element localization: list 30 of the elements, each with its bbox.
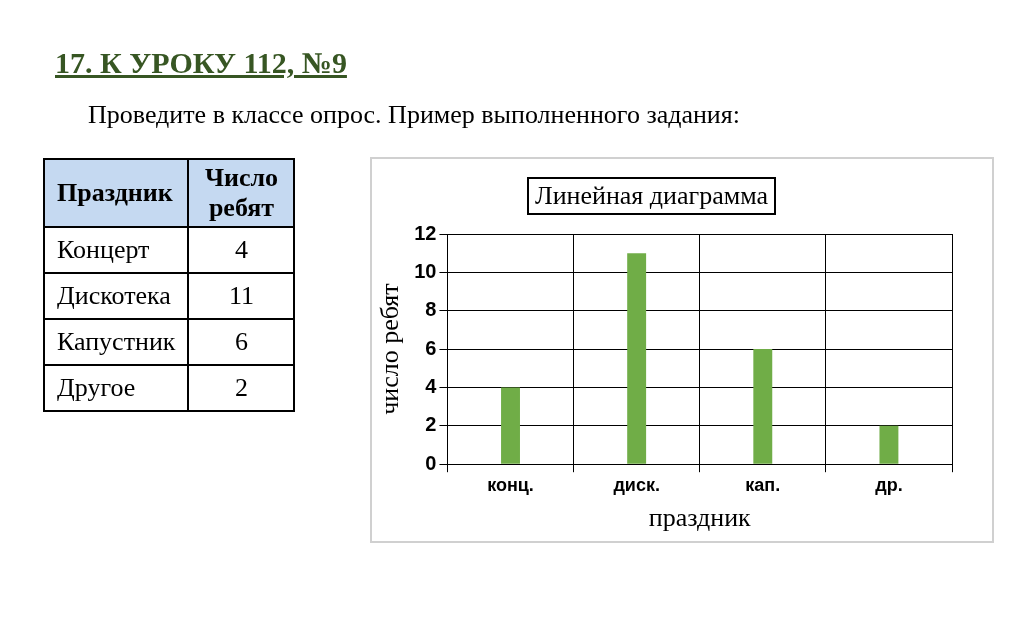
- text: Праздник: [44, 159, 189, 227]
- text: Число ребят: [188, 159, 295, 227]
- y-tick-label: 0: [425, 451, 437, 474]
- bar: [753, 349, 773, 464]
- text: Проведите в классе опрос. Пример выполненного задания:: [88, 100, 740, 130]
- y-tick-label: 8: [425, 298, 437, 321]
- y-tick-label: 10: [414, 259, 437, 282]
- x-tick-label: кап.: [745, 474, 781, 495]
- y-tick-label: 2: [425, 413, 437, 436]
- text: Дискотека: [44, 273, 189, 319]
- y-axis-title: число ребят: [375, 283, 405, 415]
- y-tick-label: 6: [425, 336, 437, 359]
- bar: [627, 253, 647, 464]
- text: Другое: [44, 365, 189, 411]
- text: 11: [188, 273, 295, 319]
- x-tick-label: др.: [875, 474, 903, 495]
- text: Капустник: [44, 319, 189, 365]
- text: Концерт: [44, 227, 189, 273]
- text: 4: [188, 227, 295, 273]
- y-tick-label: 4: [425, 374, 438, 397]
- text: 2: [188, 365, 295, 411]
- bar: [501, 387, 520, 464]
- y-tick-label: 12: [414, 221, 437, 244]
- x-tick-label: конц.: [487, 474, 534, 495]
- x-tick-label: диск.: [613, 474, 660, 495]
- bar: [879, 425, 899, 464]
- text: 17. К УРОКУ 112, №9: [55, 46, 347, 80]
- text: 6: [188, 319, 295, 365]
- x-axis-title: праздник: [648, 503, 752, 533]
- chart-title: Линейная диаграмма: [527, 177, 776, 215]
